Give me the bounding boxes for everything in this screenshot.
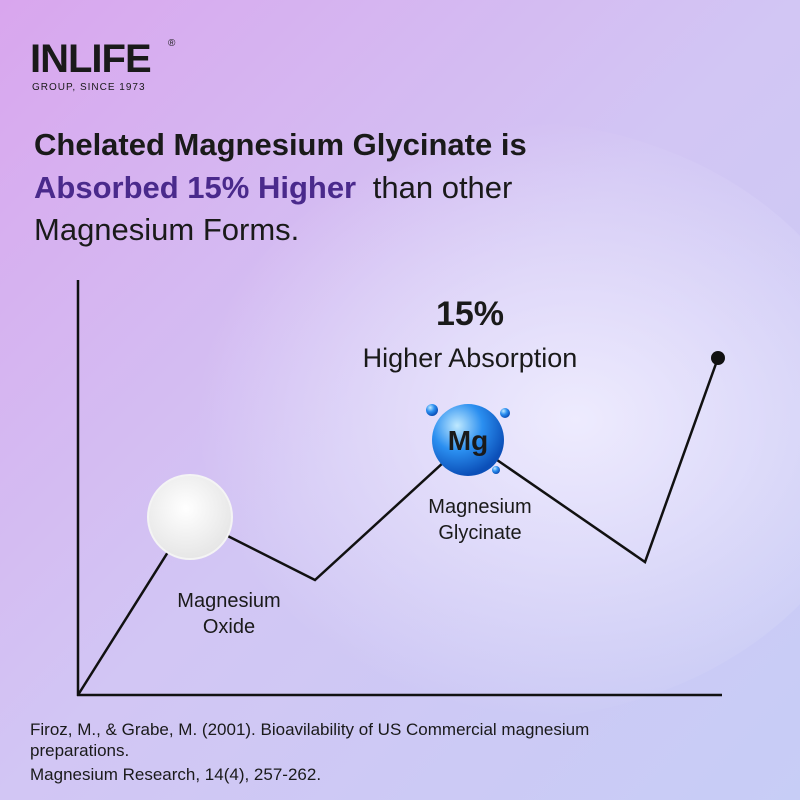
headline-highlight: Absorbed 15% Higher xyxy=(34,170,356,205)
glycinate-label: Magnesium xyxy=(428,496,531,518)
brand-trademark: ® xyxy=(168,38,176,49)
bubble xyxy=(492,466,500,474)
oxide-image xyxy=(147,474,233,560)
mg-sphere xyxy=(432,404,504,476)
headline-rest: than other xyxy=(373,170,513,205)
glycinate-label: Glycinate xyxy=(438,522,521,544)
bubble xyxy=(426,404,438,416)
headline-line: Magnesium Forms. xyxy=(34,212,299,247)
reference: preparations. xyxy=(30,741,129,760)
callout-label: Higher Absorption xyxy=(363,343,578,373)
headline-line: Chelated Magnesium Glycinate is xyxy=(34,127,527,162)
brand-name: INLIFE xyxy=(30,37,151,81)
bubble xyxy=(500,408,510,418)
end-dot xyxy=(711,351,725,365)
reference: Firoz, M., & Grabe, M. (2001). Bioavilab… xyxy=(30,720,589,739)
oxide-label: Magnesium xyxy=(177,590,280,612)
brand-tagline: GROUP, SINCE 1973 xyxy=(32,82,146,93)
oxide-label: Oxide xyxy=(203,616,255,638)
callout-value: 15% xyxy=(436,295,504,333)
mg-symbol: Mg xyxy=(448,425,488,456)
headline-line: Absorbed 15% Higher than other xyxy=(34,170,512,205)
reference: Magnesium Research, 14(4), 257-262. xyxy=(30,765,321,784)
